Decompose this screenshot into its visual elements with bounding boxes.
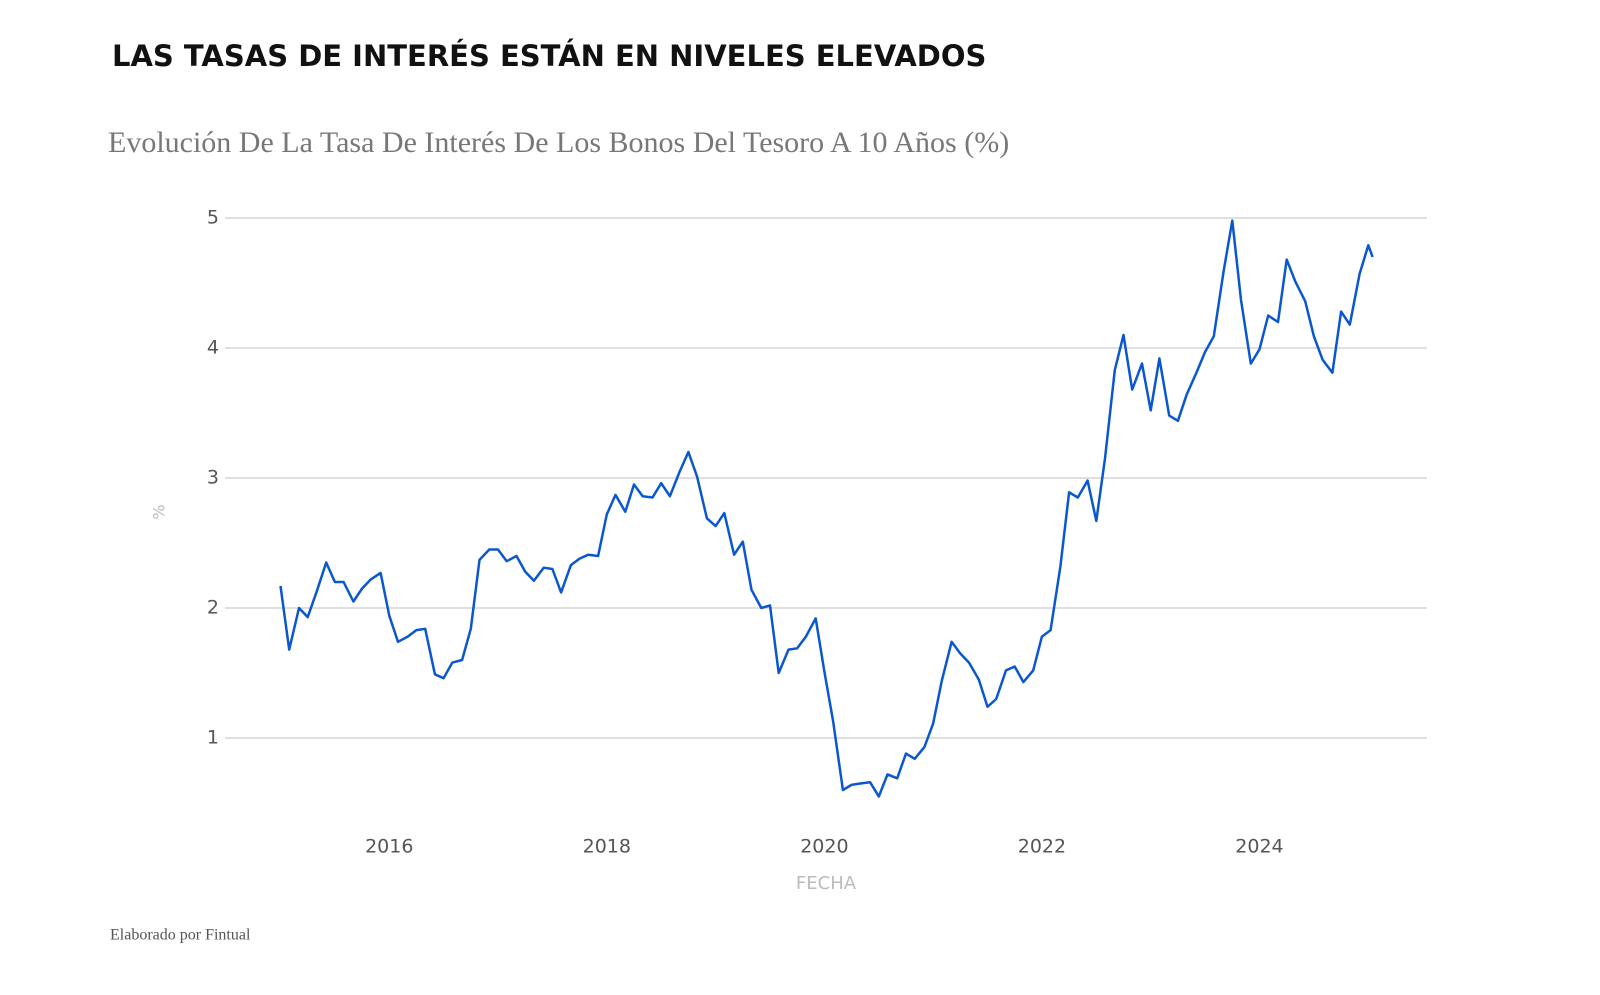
footer: Elaborado por Fintual — [110, 927, 251, 944]
chart-title: LAS TASAS DE INTERÉS ESTÁN EN NIVELES EL… — [112, 39, 986, 73]
y-axis-label: % — [150, 504, 169, 519]
y-tick-label: 4 — [207, 337, 219, 359]
x-tick-label: 2022 — [1018, 836, 1066, 858]
y-tick-label: 5 — [207, 207, 219, 229]
x-tick-label: 2020 — [800, 836, 848, 858]
line — [279, 219, 1374, 798]
x-tick-label: 2024 — [1235, 836, 1283, 858]
x-axis-label: FECHA — [796, 873, 857, 894]
y-tick-label: 1 — [207, 727, 219, 749]
y-tick-label: 2 — [207, 597, 219, 619]
x-tick-label: 2018 — [583, 836, 631, 858]
chart-subtitle: Evolución De La Tasa De Interés De Los B… — [108, 126, 1009, 159]
x-tick-label: 2016 — [365, 836, 413, 858]
y-tick-label: 3 — [207, 467, 219, 489]
